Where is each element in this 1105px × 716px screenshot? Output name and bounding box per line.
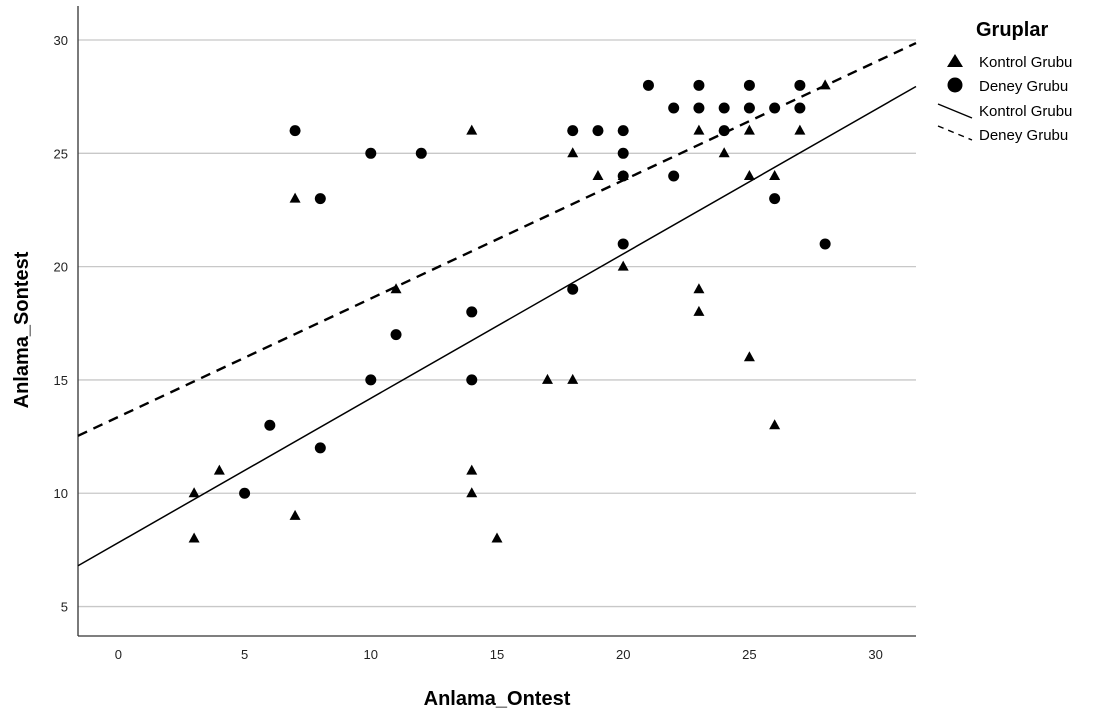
y-tick-label: 25: [54, 146, 68, 161]
kontrol-point: [213, 464, 225, 475]
deney-point: [668, 170, 680, 182]
data-points: [188, 79, 831, 543]
kontrol-point: [743, 351, 755, 362]
legend-label-kontrol-fit: Kontrol Grubu: [979, 103, 1072, 120]
gridlines: [78, 39, 916, 608]
deney-point: [668, 102, 680, 114]
deney-point: [718, 102, 730, 114]
x-axis-title: Anlama_Ontest: [424, 688, 571, 710]
kontrol-point: [541, 373, 553, 384]
legend-circle-marker: [947, 77, 963, 93]
kontrol-point: [567, 147, 579, 158]
legend-triangle-marker: [947, 54, 963, 67]
kontrol-point: [743, 169, 755, 180]
deney-point: [239, 487, 251, 499]
deney-point: [264, 419, 276, 431]
kontrol-point: [188, 487, 200, 498]
deney-point: [365, 374, 377, 386]
deney-point: [617, 238, 629, 250]
y-tick-label: 20: [54, 260, 68, 275]
legend-label-deney-marker: Deney Grubu: [979, 78, 1068, 95]
kontrol-point: [466, 487, 478, 498]
deney-point: [289, 125, 301, 137]
deney-point: [819, 238, 831, 250]
legend-dashed-line: [937, 125, 973, 141]
deney-point: [617, 170, 629, 182]
x-tick-label: 25: [742, 647, 756, 662]
y-tick-label: 15: [54, 373, 68, 388]
kontrol-point: [794, 124, 806, 135]
x-tick-label: 10: [364, 647, 378, 662]
deney-point: [794, 102, 806, 114]
deney-fit-line: [77, 41, 917, 437]
x-tick-label: 30: [868, 647, 882, 662]
legend: Gruplar Kontrol Grubu Deney Grubu Kontro…: [937, 19, 1072, 144]
tick-labels: 5 10 15 20 25 30 0 5 10 15 20 25 30: [54, 33, 883, 662]
kontrol-point: [188, 532, 200, 543]
x-tick-label: 0: [115, 647, 122, 662]
deney-point: [642, 79, 654, 91]
deney-point: [617, 125, 629, 137]
y-tick-label: 30: [54, 33, 68, 48]
x-tick-label: 20: [616, 647, 630, 662]
kontrol-point: [466, 124, 478, 135]
kontrol-point: [743, 124, 755, 135]
deney-point: [769, 193, 781, 205]
kontrol-point: [693, 305, 705, 316]
deney-point: [592, 125, 604, 137]
deney-point: [567, 283, 579, 295]
kontrol-point: [693, 283, 705, 294]
kontrol-point: [769, 419, 781, 430]
kontrol-point: [819, 79, 831, 90]
kontrol-point: [693, 124, 705, 135]
kontrol-point: [390, 283, 402, 294]
kontrol-point: [289, 509, 301, 520]
deney-point: [693, 79, 705, 91]
kontrol-point: [289, 192, 301, 203]
deney-point: [743, 79, 755, 91]
kontrol-point: [592, 169, 604, 180]
kontrol-point: [491, 532, 503, 543]
legend-title: Gruplar: [976, 19, 1048, 41]
kontrol-point: [769, 169, 781, 180]
kontrol-point: [617, 260, 629, 271]
deney-point: [314, 193, 326, 205]
deney-point: [769, 102, 781, 114]
deney-point: [466, 306, 478, 318]
deney-point: [466, 374, 478, 386]
kontrol-point: [466, 464, 478, 475]
y-axis-title: Anlama_Sontest: [11, 251, 33, 408]
y-tick-label: 10: [54, 486, 68, 501]
x-tick-label: 15: [490, 647, 504, 662]
deney-point: [794, 79, 806, 91]
deney-point: [390, 329, 402, 341]
kontrol-fit-line: [77, 85, 917, 567]
deney-point: [743, 102, 755, 114]
legend-label-kontrol-marker: Kontrol Grubu: [979, 54, 1072, 71]
legend-solid-line: [937, 103, 973, 119]
axes: [77, 6, 916, 637]
fit-lines: [77, 41, 917, 567]
kontrol-point: [567, 373, 579, 384]
legend-label-deney-fit: Deney Grubu: [979, 127, 1068, 144]
kontrol-point: [718, 147, 730, 158]
deney-point: [314, 442, 326, 454]
x-tick-label: 5: [241, 647, 248, 662]
y-tick-label: 5: [61, 600, 68, 615]
deney-point: [718, 125, 730, 137]
deney-point: [567, 125, 579, 137]
deney-point: [415, 147, 427, 159]
deney-point: [365, 147, 377, 159]
deney-point: [617, 147, 629, 159]
deney-point: [693, 102, 705, 114]
